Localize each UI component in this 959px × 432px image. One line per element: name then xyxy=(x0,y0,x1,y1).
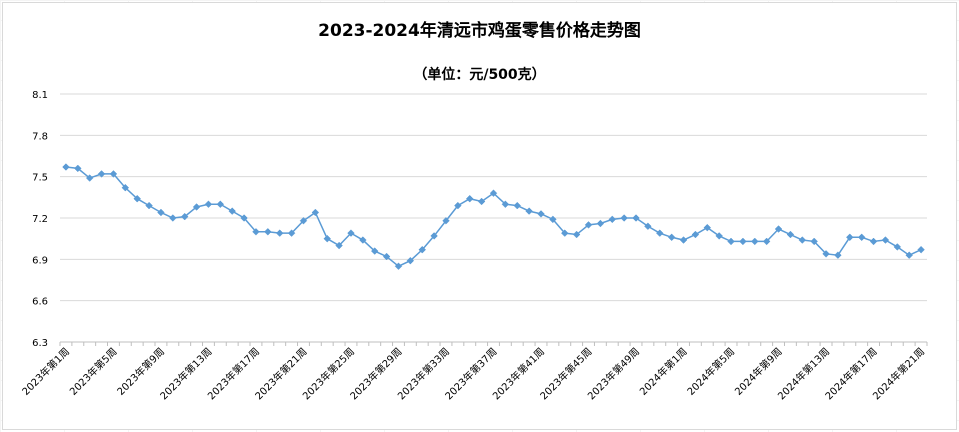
data-point[interactable] xyxy=(240,214,248,222)
data-point[interactable] xyxy=(774,225,783,233)
data-point[interactable] xyxy=(727,237,735,246)
data-point[interactable] xyxy=(834,251,842,259)
data-point[interactable] xyxy=(370,247,379,255)
data-point[interactable] xyxy=(192,203,201,211)
data-point[interactable] xyxy=(216,200,225,208)
data-point[interactable] xyxy=(762,237,771,246)
x-tick-label: 2023年第1周 xyxy=(19,345,72,398)
data-point[interactable] xyxy=(287,229,296,237)
data-point[interactable] xyxy=(715,232,723,240)
data-point[interactable] xyxy=(691,230,700,239)
data-point[interactable] xyxy=(465,194,474,203)
data-point[interactable] xyxy=(85,174,94,182)
data-point[interactable] xyxy=(264,228,272,236)
data-point[interactable] xyxy=(62,163,70,171)
chart-title: 2023-2024年清远市鸡蛋零售价格走势图 xyxy=(318,21,641,41)
data-point[interactable] xyxy=(275,229,284,237)
x-tick-label: 2024年第1周 xyxy=(637,345,690,398)
data-point[interactable] xyxy=(917,245,925,254)
data-point[interactable] xyxy=(133,194,141,203)
data-point[interactable] xyxy=(430,232,438,240)
data-point[interactable] xyxy=(169,214,177,222)
data-point[interactable] xyxy=(537,210,545,218)
data-point[interactable] xyxy=(180,212,189,221)
x-tick-label: 2024年第9周 xyxy=(732,345,785,398)
data-point[interactable] xyxy=(798,236,807,244)
data-point[interactable] xyxy=(204,200,213,208)
data-point[interactable] xyxy=(157,208,165,217)
data-point[interactable] xyxy=(335,241,343,250)
data-point[interactable] xyxy=(893,243,902,251)
data-point[interactable] xyxy=(549,215,557,224)
data-point[interactable] xyxy=(442,217,450,225)
data-point[interactable] xyxy=(703,223,712,232)
data-point[interactable] xyxy=(252,228,260,236)
y-tick-label: 7.2 xyxy=(32,214,48,225)
data-point[interactable] xyxy=(74,164,82,173)
data-point[interactable] xyxy=(323,234,331,243)
data-point[interactable] xyxy=(525,207,533,215)
data-point[interactable] xyxy=(454,201,462,210)
data-point[interactable] xyxy=(881,236,890,244)
data-point[interactable] xyxy=(299,217,308,225)
data-point[interactable] xyxy=(489,189,498,197)
data-point[interactable] xyxy=(347,229,355,237)
y-tick-label: 7.5 xyxy=(32,173,48,184)
data-point[interactable] xyxy=(644,222,652,231)
data-point[interactable] xyxy=(596,219,605,228)
data-point[interactable] xyxy=(857,233,866,242)
data-point[interactable] xyxy=(228,207,236,215)
data-point[interactable] xyxy=(584,221,593,229)
data-point[interactable] xyxy=(572,230,581,239)
series-line xyxy=(65,166,922,268)
data-point[interactable] xyxy=(786,230,795,239)
data-point[interactable] xyxy=(477,197,486,206)
data-point[interactable] xyxy=(97,170,106,178)
data-point[interactable] xyxy=(656,229,664,237)
data-point[interactable] xyxy=(846,233,854,242)
data-point[interactable] xyxy=(109,170,118,178)
data-point[interactable] xyxy=(359,236,367,244)
data-point[interactable] xyxy=(394,262,403,270)
x-tick-label: 2023年第5周 xyxy=(67,345,120,398)
data-point[interactable] xyxy=(632,214,640,222)
y-tick-label: 6.3 xyxy=(32,338,48,349)
data-point[interactable] xyxy=(501,200,510,208)
data-point[interactable] xyxy=(121,183,130,192)
data-point[interactable] xyxy=(739,237,747,246)
y-tick-label: 7.8 xyxy=(32,131,48,142)
data-point[interactable] xyxy=(513,201,522,210)
data-point[interactable] xyxy=(810,237,818,246)
data-point[interactable] xyxy=(608,215,617,224)
data-point[interactable] xyxy=(751,237,759,246)
data-point[interactable] xyxy=(679,236,688,244)
x-tick-label: 2023年第9周 xyxy=(114,345,167,398)
data-point[interactable] xyxy=(667,233,676,242)
data-point[interactable] xyxy=(406,256,415,265)
data-point[interactable] xyxy=(822,250,830,258)
x-tick-label: 2024年第5周 xyxy=(684,345,737,398)
data-point[interactable] xyxy=(418,245,426,254)
data-point[interactable] xyxy=(905,251,913,259)
chart-subtitle: （单位：元/500克） xyxy=(413,67,546,83)
data-point[interactable] xyxy=(561,229,569,237)
data-point[interactable] xyxy=(145,201,153,210)
y-tick-label: 6.6 xyxy=(32,297,48,308)
y-tick-label: 8.1 xyxy=(32,90,48,101)
data-point[interactable] xyxy=(869,237,878,246)
data-point[interactable] xyxy=(620,214,628,222)
data-point[interactable] xyxy=(382,252,391,261)
y-tick-label: 6.9 xyxy=(32,255,48,266)
data-point[interactable] xyxy=(311,208,320,217)
